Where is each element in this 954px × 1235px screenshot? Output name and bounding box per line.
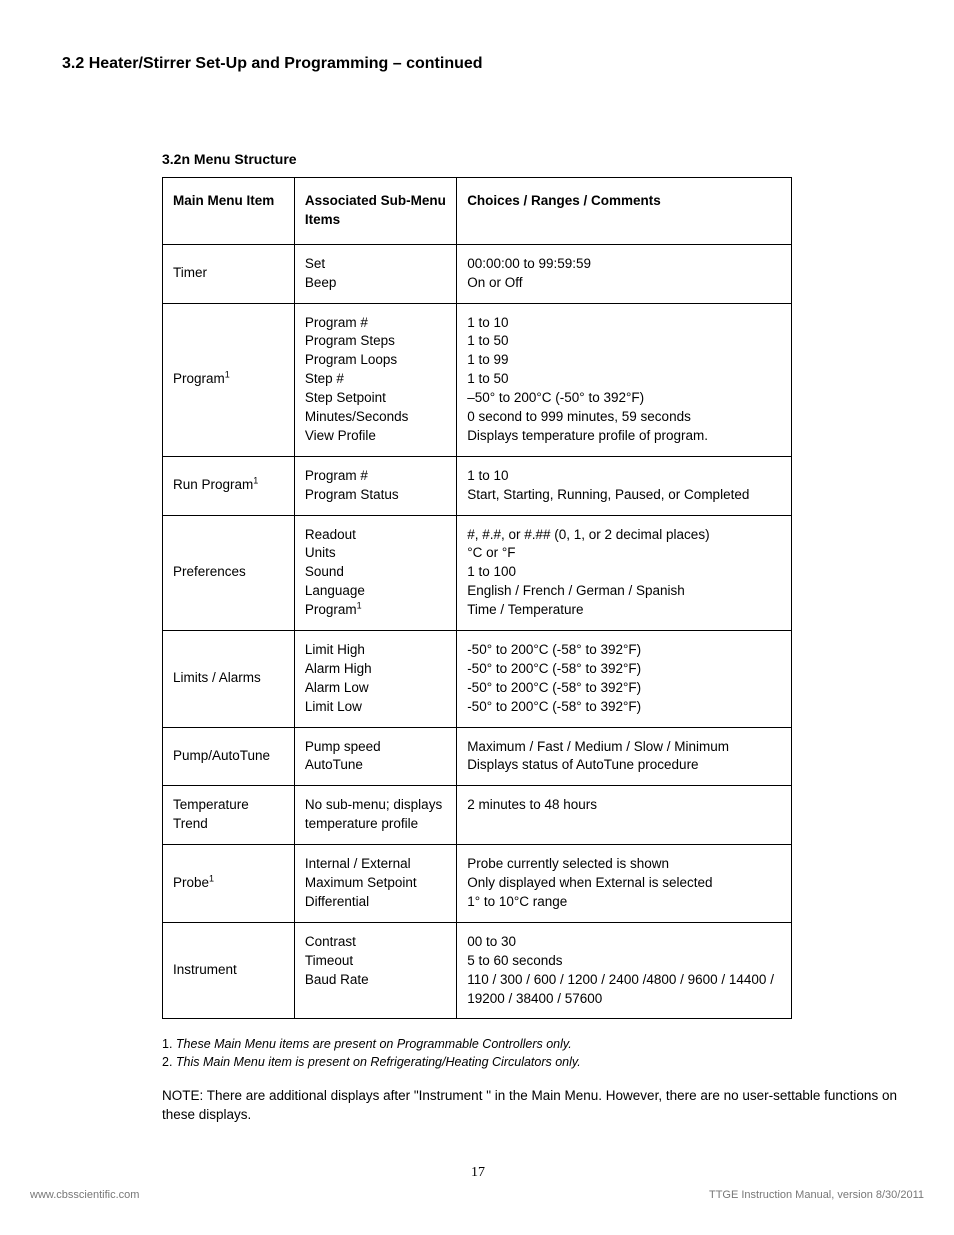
table-row: Limits / AlarmsLimit HighAlarm HighAlarm… [163,631,792,728]
cell-main-menu: Limits / Alarms [163,631,295,728]
cell-main-menu: Preferences [163,515,295,630]
table-row: PreferencesReadoutUnitsSoundLanguageProg… [163,515,792,630]
cell-choices: 00 to 305 to 60 seconds110 / 300 / 600 /… [457,922,792,1019]
cell-choices: 2 minutes to 48 hours [457,786,792,845]
table-row: TimerSetBeep00:00:00 to 99:59:59On or Of… [163,244,792,303]
cell-sub-menu: Internal / ExternalMaximum SetpointDiffe… [294,845,456,923]
footnote: 2. This Main Menu item is present on Ref… [162,1055,894,1069]
cell-choices: Maximum / Fast / Medium / Slow / Minimum… [457,727,792,786]
cell-choices: #, #.#, or #.## (0, 1, or 2 decimal plac… [457,515,792,630]
cell-sub-menu: Program #Program Status [294,456,456,515]
page-footer: www.cbsscientific.com TTGE Instruction M… [30,1189,924,1201]
footnote: 1. These Main Menu items are present on … [162,1037,894,1051]
table-row: Run Program1Program #Program Status1 to … [163,456,792,515]
cell-main-menu: Program1 [163,303,295,456]
cell-sub-menu: Pump speedAutoTune [294,727,456,786]
cell-sub-menu: ReadoutUnitsSoundLanguageProgram1 [294,515,456,630]
menu-structure-table: Main Menu Item Associated Sub-Menu Items… [162,177,792,1019]
table-row: Pump/AutoTunePump speedAutoTuneMaximum /… [163,727,792,786]
cell-sub-menu: ContrastTimeoutBaud Rate [294,922,456,1019]
header-choices: Choices / Ranges / Comments [457,178,792,245]
cell-sub-menu: Program #Program StepsProgram LoopsStep … [294,303,456,456]
subsection-title: 3.2n Menu Structure [162,151,894,167]
table-row: TemperatureTrendNo sub-menu; displays te… [163,786,792,845]
footer-left: www.cbsscientific.com [30,1189,139,1201]
cell-main-menu: Probe1 [163,845,295,923]
cell-choices: 00:00:00 to 99:59:59On or Off [457,244,792,303]
cell-main-menu: Pump/AutoTune [163,727,295,786]
cell-main-menu: Timer [163,244,295,303]
table-row: Program1Program #Program StepsProgram Lo… [163,303,792,456]
cell-main-menu: Instrument [163,922,295,1019]
header-sub-menu: Associated Sub-Menu Items [294,178,456,245]
cell-main-menu: Run Program1 [163,456,295,515]
cell-main-menu: TemperatureTrend [163,786,295,845]
table-row: InstrumentContrastTimeoutBaud Rate00 to … [163,922,792,1019]
page-number: 17 [62,1165,894,1181]
cell-choices: -50° to 200°C (-58° to 392°F)-50° to 200… [457,631,792,728]
header-main-menu: Main Menu Item [163,178,295,245]
cell-choices: Probe currently selected is shownOnly di… [457,845,792,923]
cell-sub-menu: SetBeep [294,244,456,303]
table-header-row: Main Menu Item Associated Sub-Menu Items… [163,178,792,245]
cell-sub-menu: Limit HighAlarm HighAlarm LowLimit Low [294,631,456,728]
cell-choices: 1 to 10Start, Starting, Running, Paused,… [457,456,792,515]
cell-sub-menu: No sub-menu; displays temperature profil… [294,786,456,845]
note-text: NOTE: There are additional displays afte… [162,1087,902,1125]
document-page: 3.2 Heater/Stirrer Set-Up and Programmin… [0,0,954,1235]
footnotes: 1. These Main Menu items are present on … [162,1037,894,1069]
table-row: Probe1Internal / ExternalMaximum Setpoin… [163,845,792,923]
cell-choices: 1 to 101 to 501 to 991 to 50–50° to 200°… [457,303,792,456]
section-title: 3.2 Heater/Stirrer Set-Up and Programmin… [62,55,894,73]
footer-right: TTGE Instruction Manual, version 8/30/20… [709,1189,924,1201]
